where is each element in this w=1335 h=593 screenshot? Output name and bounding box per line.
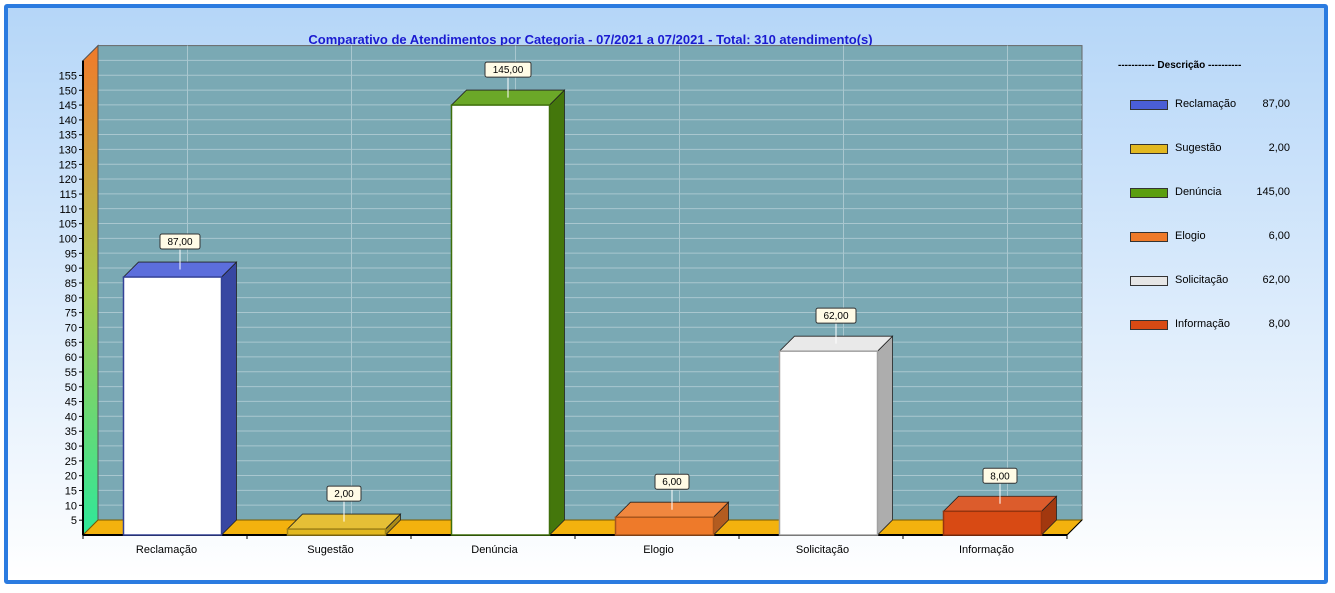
legend-label: Sugestão — [1175, 142, 1222, 154]
legend-item-0: Reclamação 87,00 — [1130, 98, 1290, 112]
bar-front — [942, 510, 1043, 536]
y-tick-label: 30 — [65, 441, 77, 453]
bar-0: 87,00 — [122, 233, 238, 536]
data-label-box — [484, 61, 532, 78]
y-tick-label: 125 — [59, 159, 77, 171]
x-tick-label: Solicitação — [796, 544, 849, 556]
y-tick-label: 35 — [65, 426, 77, 438]
y-tick-label: 100 — [59, 234, 77, 246]
legend-label: Informação — [1175, 318, 1231, 330]
legend-item-5: Informação 8,00 — [1130, 318, 1290, 332]
y-tick-label: 85 — [65, 278, 77, 290]
y-tick-label: 140 — [59, 115, 77, 127]
y-tick-label: 80 — [65, 293, 77, 305]
legend-value: 145,00 — [1256, 186, 1290, 198]
bar-front — [122, 276, 223, 536]
data-label-box — [654, 473, 690, 490]
legend-swatch — [1130, 188, 1168, 198]
x-tick-label: Informação — [959, 544, 1014, 556]
y-tick-label: 40 — [65, 411, 77, 423]
data-label: 87,00 — [167, 237, 192, 248]
legend-label: Solicitação — [1175, 274, 1229, 286]
bar-4: 62,00 — [778, 307, 894, 536]
data-label-box — [815, 307, 857, 324]
legend-swatch — [1130, 100, 1168, 110]
bar-1: 2,00 — [286, 485, 402, 536]
y-tick-label: 95 — [65, 248, 77, 260]
bar-front — [614, 516, 715, 536]
y-tick-label: 130 — [59, 145, 77, 157]
plot-left-wall — [82, 44, 99, 537]
data-label-box — [982, 467, 1018, 484]
chart-title: Comparativo de Atendimentos por Categori… — [308, 32, 873, 47]
y-tick-label: 105 — [59, 219, 77, 231]
y-tick-label: 120 — [59, 174, 77, 186]
bar-2: 145,00 — [450, 61, 566, 536]
legend-swatch — [1130, 276, 1168, 286]
bar-side — [221, 261, 237, 536]
x-tick-label: Reclamação — [136, 544, 197, 556]
legend-value: 2,00 — [1268, 142, 1290, 154]
legend-swatch — [1130, 320, 1168, 330]
legend-heading: ----------- Descrição ---------- — [1118, 60, 1242, 71]
floor-edge — [1066, 519, 1083, 536]
x-tick-label: Elogio — [643, 544, 674, 556]
legend-item-1: Sugestão 2,00 — [1130, 142, 1290, 156]
y-tick-label: 75 — [65, 308, 77, 320]
data-label: 2,00 — [334, 489, 354, 500]
legend: ----------- Descrição ---------- Reclama… — [1118, 60, 1290, 330]
bar-front — [778, 350, 879, 536]
y-tick-label: 90 — [65, 263, 77, 275]
legend-item-4: Solicitação 62,00 — [1130, 274, 1290, 288]
legend-swatch — [1130, 144, 1168, 154]
data-label: 62,00 — [823, 311, 848, 322]
legend-label: Denúncia — [1175, 186, 1222, 198]
y-tick-label: 60 — [65, 352, 77, 364]
y-tick-label: 25 — [65, 456, 77, 468]
legend-value: 6,00 — [1268, 230, 1290, 242]
y-tick-label: 20 — [65, 471, 77, 483]
legend-label: Reclamação — [1175, 98, 1237, 110]
y-tick-label: 15 — [65, 486, 77, 498]
x-tick-label: Sugestão — [307, 544, 353, 556]
legend-item-2: Denúncia 145,00 — [1130, 186, 1290, 200]
legend-item-3: Elogio 6,00 — [1130, 230, 1290, 244]
y-tick-label: 65 — [65, 337, 77, 349]
x-tick-label: Denúncia — [471, 544, 518, 556]
data-label-box — [326, 485, 362, 502]
y-tick-label: 115 — [59, 189, 77, 201]
y-tick-label: 145 — [59, 100, 77, 112]
bar-5: 8,00 — [942, 467, 1058, 536]
y-tick-label: 110 — [59, 204, 77, 216]
data-label-box — [159, 233, 201, 250]
legend-swatch — [1130, 232, 1168, 242]
y-tick-label: 10 — [65, 500, 77, 512]
bar-front — [450, 104, 551, 536]
chart-frame: Comparativo de Atendimentos por Categori… — [4, 4, 1328, 584]
bar-front — [286, 528, 387, 536]
legend-value: 87,00 — [1262, 98, 1290, 110]
y-tick-label: 45 — [65, 397, 77, 409]
data-label: 8,00 — [990, 471, 1010, 482]
y-tick-label: 70 — [65, 322, 77, 334]
legend-label: Elogio — [1175, 230, 1206, 242]
data-label: 6,00 — [662, 477, 682, 488]
y-tick-label: 135 — [59, 130, 77, 142]
y-tick-label: 55 — [65, 367, 77, 379]
y-tick-label: 150 — [59, 85, 77, 97]
bar-3: 6,00 — [614, 473, 730, 536]
bar-side — [549, 89, 565, 536]
bar-side — [877, 335, 893, 536]
legend-value: 62,00 — [1262, 274, 1290, 286]
y-tick-label: 155 — [59, 70, 77, 82]
y-tick-label: 5 — [71, 515, 77, 527]
data-label: 145,00 — [493, 65, 524, 76]
y-tick-label: 50 — [65, 382, 77, 394]
bar-chart: 5 10 15 20 25 30 35 40 45 50 55 60 65 70 75 80 85 90 95 100… — [59, 44, 1084, 556]
legend-value: 8,00 — [1268, 318, 1290, 330]
